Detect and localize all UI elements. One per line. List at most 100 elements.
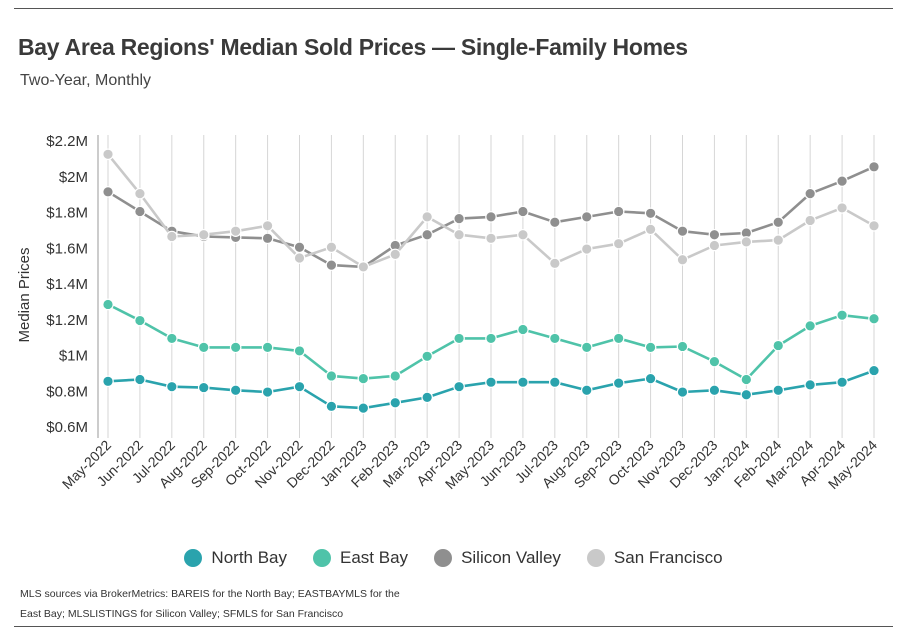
data-point-east-bay [357, 372, 370, 385]
data-point-san-francisco [676, 253, 689, 266]
data-point-san-francisco [134, 187, 146, 200]
data-point-san-francisco [453, 228, 465, 241]
data-point-silicon-valley [261, 232, 274, 245]
legend-swatch-north-bay [184, 549, 203, 567]
legend-swatch-east-bay [313, 549, 332, 567]
data-point-north-bay [197, 381, 210, 394]
data-point-east-bay [740, 373, 753, 386]
y-tick-label: $1.8M [46, 205, 88, 222]
legend-label-east-bay: East Bay [340, 548, 409, 567]
data-point-north-bay [389, 396, 402, 409]
legend-swatch-san-francisco [586, 549, 605, 567]
y-tick-label: $1.4M [46, 276, 88, 293]
data-point-north-bay [485, 376, 497, 389]
data-point-silicon-valley [708, 228, 721, 241]
data-point-east-bay [197, 341, 210, 354]
data-point-north-bay [644, 372, 657, 385]
data-point-san-francisco [325, 241, 338, 254]
data-point-east-bay [134, 314, 146, 327]
data-point-san-francisco [804, 214, 816, 227]
data-point-silicon-valley [580, 211, 593, 223]
data-point-san-francisco [197, 228, 210, 241]
data-point-east-bay [676, 340, 689, 353]
data-point-san-francisco [389, 248, 402, 261]
data-point-east-bay [166, 332, 178, 345]
data-point-san-francisco [836, 202, 848, 214]
data-point-silicon-valley [676, 225, 689, 237]
data-point-north-bay [229, 384, 242, 397]
data-point-east-bay [644, 341, 657, 354]
data-point-east-bay [261, 341, 274, 354]
chart-title: Bay Area Regions' Median Sold Prices — S… [18, 34, 688, 60]
data-point-north-bay [517, 376, 529, 389]
data-point-silicon-valley [134, 205, 146, 218]
data-point-east-bay [453, 332, 465, 345]
data-point-north-bay [134, 373, 146, 386]
data-point-san-francisco [517, 228, 529, 241]
legend-label-san-francisco: San Francisco [613, 548, 723, 567]
data-point-east-bay [389, 370, 402, 382]
legend-item-east-bay: East Bay [313, 548, 408, 568]
data-point-east-bay [325, 370, 338, 382]
data-point-silicon-valley [325, 259, 338, 271]
data-point-east-bay [517, 323, 529, 336]
data-point-east-bay [102, 298, 114, 311]
data-point-san-francisco [708, 239, 721, 252]
data-point-north-bay [357, 402, 370, 414]
legend-item-silicon-valley: Silicon Valley [434, 548, 561, 568]
legend-swatch-silicon-valley [434, 549, 453, 567]
legend: North Bay East Bay Silicon Valley San Fr… [0, 548, 907, 568]
source-note: MLS sources via BrokerMetrics: BAREIS fo… [20, 588, 400, 620]
y-tick-label: $0.6M [46, 419, 88, 436]
data-point-north-bay [580, 384, 593, 397]
data-point-silicon-valley [868, 161, 880, 173]
y-tick-label: $1.2M [46, 312, 88, 329]
data-point-east-bay [804, 320, 816, 332]
data-point-silicon-valley [772, 216, 785, 229]
data-point-north-bay [868, 364, 880, 377]
data-point-san-francisco [357, 261, 370, 273]
data-point-east-bay [836, 309, 848, 321]
data-point-silicon-valley [421, 228, 433, 241]
data-point-north-bay [549, 376, 561, 389]
y-tick-label: $1M [59, 348, 88, 365]
data-point-north-bay [708, 384, 721, 397]
y-axis-title: Median Prices [16, 247, 33, 342]
data-point-east-bay [485, 332, 497, 345]
data-point-silicon-valley [517, 205, 529, 218]
bottom-rule [14, 626, 893, 627]
data-point-san-francisco [102, 148, 114, 161]
data-point-east-bay [293, 345, 306, 357]
data-point-san-francisco [261, 220, 274, 232]
y-tick-label: $1.6M [46, 240, 88, 257]
data-point-north-bay [676, 386, 689, 398]
y-tick-label: $2M [59, 169, 88, 186]
data-point-silicon-valley [549, 216, 561, 229]
data-point-east-bay [772, 339, 785, 352]
data-point-north-bay [166, 380, 178, 393]
data-point-silicon-valley [102, 186, 114, 198]
data-point-san-francisco [485, 232, 497, 245]
data-point-silicon-valley [804, 187, 816, 200]
legend-item-san-francisco: San Francisco [586, 548, 723, 568]
data-point-north-bay [421, 391, 433, 404]
data-point-san-francisco [868, 220, 880, 232]
data-point-north-bay [836, 376, 848, 389]
data-point-east-bay [549, 332, 561, 345]
data-point-east-bay [868, 312, 880, 325]
data-point-north-bay [740, 388, 753, 401]
data-point-san-francisco [612, 237, 625, 250]
y-tick-label: $2.2M [46, 133, 88, 150]
data-point-east-bay [421, 350, 433, 363]
legend-item-north-bay: North Bay [184, 548, 287, 568]
data-point-north-bay [102, 375, 114, 388]
data-point-east-bay [229, 341, 242, 354]
data-point-north-bay [325, 400, 338, 413]
data-point-san-francisco [644, 223, 657, 236]
data-point-east-bay [580, 341, 593, 354]
data-point-silicon-valley [485, 211, 497, 223]
data-point-san-francisco [166, 230, 178, 243]
data-point-silicon-valley [293, 241, 306, 254]
data-point-north-bay [293, 380, 306, 393]
data-point-san-francisco [580, 243, 593, 255]
